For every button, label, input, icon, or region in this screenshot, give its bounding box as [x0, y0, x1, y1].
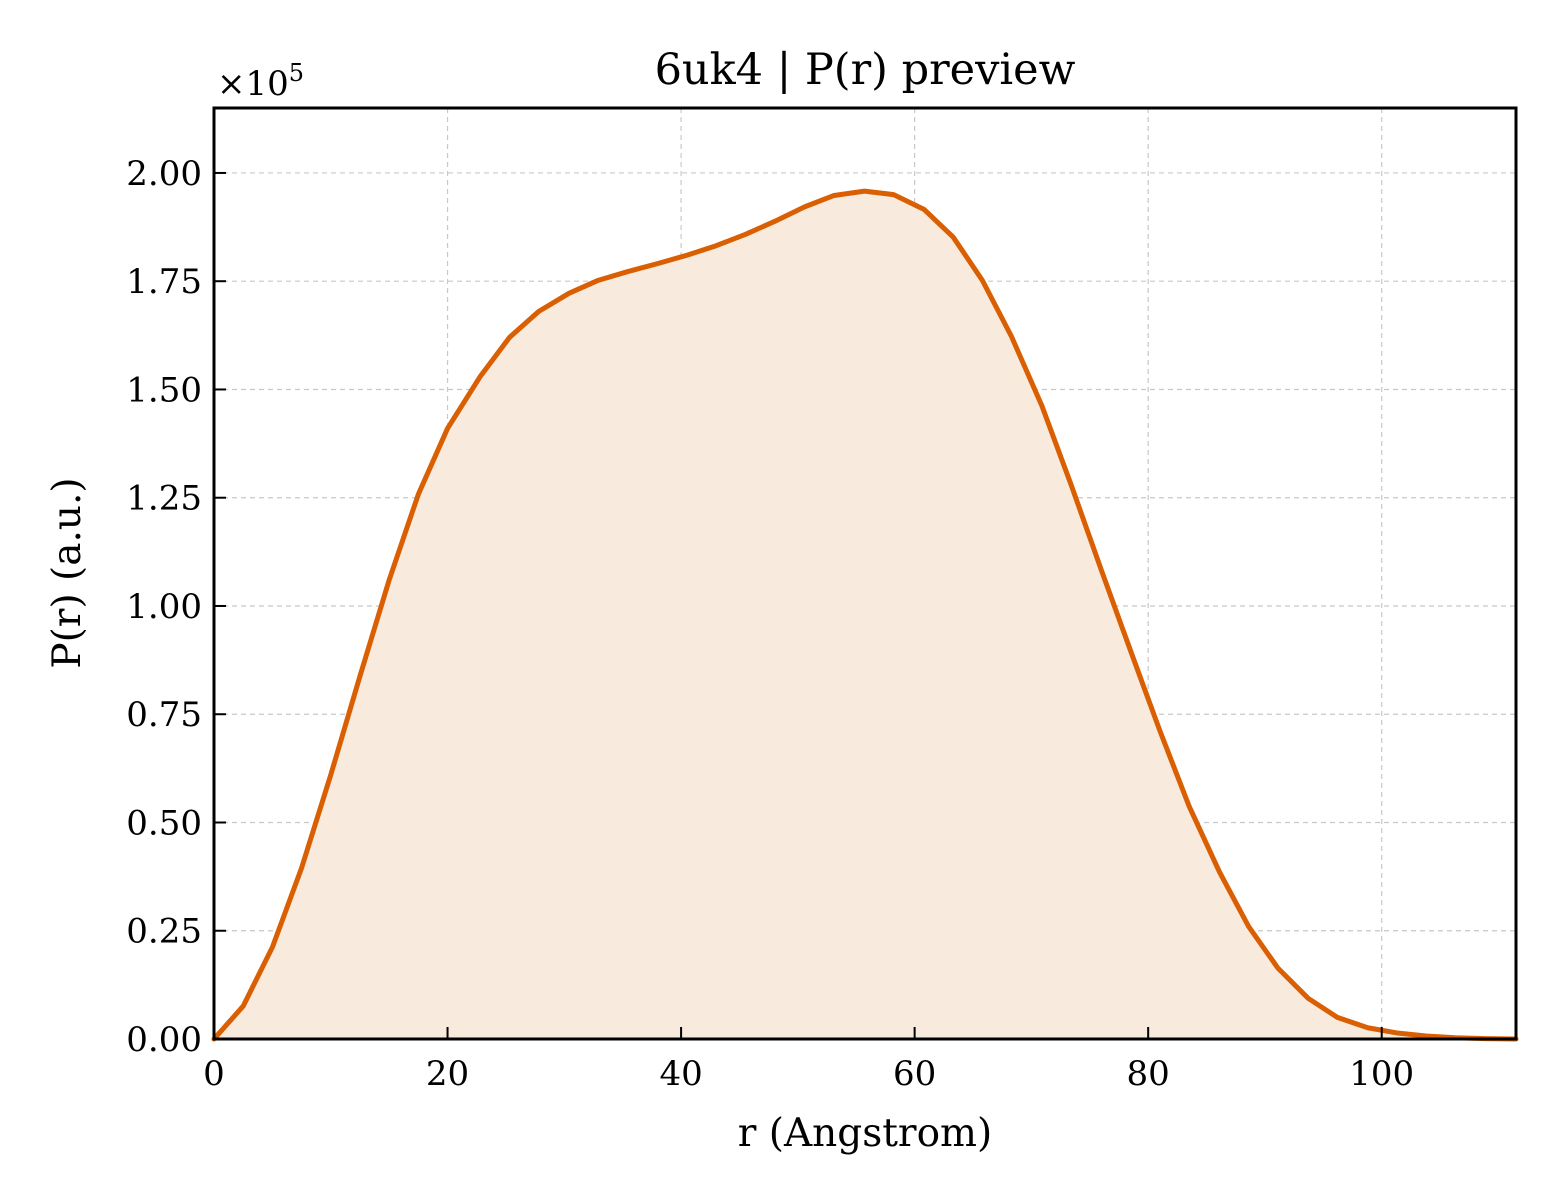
- y-tick-label: 2.00: [126, 154, 202, 194]
- y-tick-label: 0.25: [126, 912, 202, 952]
- plot-frame: [212, 106, 1518, 1041]
- y-multiplier-exponent: 5: [289, 59, 304, 87]
- y-tick-label: 1.00: [126, 587, 202, 627]
- x-tick-label: 20: [426, 1054, 469, 1094]
- chart-title: 6uk4 | P(r) preview: [655, 45, 1076, 95]
- y-tick-label: 0.50: [126, 803, 202, 843]
- x-tick-label: 60: [893, 1054, 936, 1094]
- y-multiplier-base: ×10: [217, 64, 289, 104]
- y-tick-label: 1.50: [126, 370, 202, 410]
- x-tick-label: 100: [1349, 1054, 1414, 1094]
- x-tick-label: 0: [203, 1054, 225, 1094]
- x-tick-label: 40: [659, 1054, 702, 1094]
- x-tick-label: 80: [1127, 1054, 1170, 1094]
- y-axis-label: P(r) (a.u.): [45, 477, 90, 668]
- y-tick-label: 0.00: [126, 1020, 202, 1060]
- data-area: [211, 188, 1519, 1042]
- y-tick-label: 0.75: [126, 695, 202, 735]
- x-tick-labels: 0 20 40 60 80 100: [203, 1054, 1414, 1094]
- y-tick-labels: 0.00 0.25 0.50 0.75 1.00 1.25 1.50 1.75 2.00: [126, 154, 202, 1060]
- x-axis-label: r (Angstrom): [738, 1111, 993, 1156]
- y-multiplier: ×105: [217, 59, 304, 104]
- y-tick-label: 1.25: [126, 479, 202, 519]
- y-tick-label: 1.75: [126, 262, 202, 302]
- area-fill: [214, 191, 1516, 1039]
